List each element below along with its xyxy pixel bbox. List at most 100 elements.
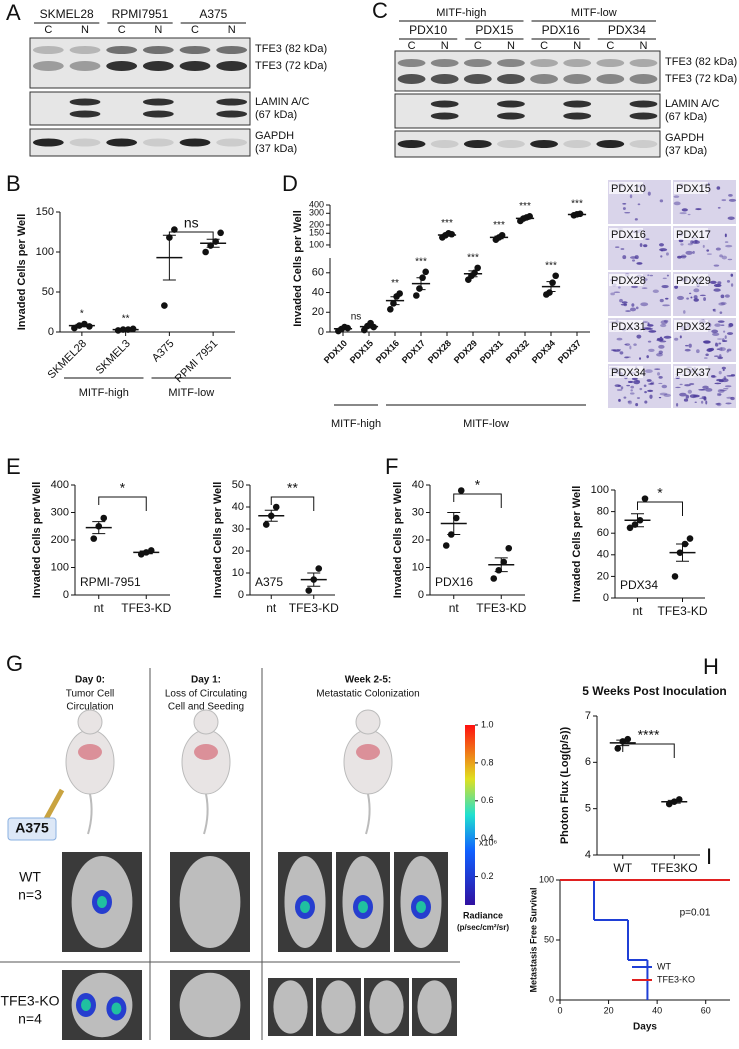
mouse-illustration bbox=[181, 729, 231, 795]
cell-stain bbox=[702, 244, 705, 248]
cell-stain bbox=[644, 278, 648, 281]
sample-label: PDX16 bbox=[435, 575, 473, 589]
cell-stain bbox=[681, 208, 688, 212]
cell-stain bbox=[675, 386, 681, 389]
cell-stain bbox=[728, 198, 737, 202]
data-point bbox=[171, 226, 178, 233]
mouse-body bbox=[417, 980, 452, 1034]
data-point bbox=[641, 495, 649, 502]
cell-stain bbox=[728, 323, 734, 327]
blot-band bbox=[216, 110, 248, 118]
cell-stain bbox=[629, 256, 637, 259]
band-label: TFE3 (82 kDa) bbox=[665, 56, 737, 68]
y-tick-label: 40 bbox=[597, 549, 609, 561]
cell-stain bbox=[616, 348, 622, 351]
cell-stain bbox=[662, 304, 670, 307]
blot-group-label: PDX34 bbox=[608, 23, 646, 37]
blot-band bbox=[463, 140, 492, 148]
y-tick-label: 0 bbox=[603, 592, 609, 604]
cell-stain bbox=[709, 280, 717, 285]
cell-stain bbox=[730, 283, 734, 287]
blot-band bbox=[629, 59, 658, 67]
error-bar bbox=[307, 572, 321, 587]
blot-band bbox=[397, 59, 426, 67]
cell-stain bbox=[721, 199, 727, 202]
data-point bbox=[626, 524, 634, 532]
stage-title: Day 1: bbox=[191, 675, 221, 686]
cell-stain bbox=[723, 330, 726, 333]
y-tick-label: 0 bbox=[318, 326, 324, 338]
cell-stain bbox=[680, 254, 687, 259]
y-axis-label: Invaded Cells per Well bbox=[16, 214, 28, 331]
blot-band bbox=[142, 61, 174, 71]
micrograph-label: PDX31 bbox=[611, 321, 646, 333]
cell-stain bbox=[649, 394, 653, 399]
x-axis-label: Days bbox=[633, 1022, 657, 1033]
blot-band bbox=[497, 100, 525, 108]
cell-stain bbox=[679, 212, 687, 215]
band-label: GAPDH bbox=[665, 132, 704, 144]
error-bar bbox=[264, 509, 278, 522]
lane-label: C bbox=[540, 40, 548, 52]
cell-stain bbox=[660, 249, 664, 252]
panel-letter: F bbox=[385, 454, 398, 479]
significance: *** bbox=[545, 260, 557, 271]
y-axis-label: Invaded Cells per Well bbox=[571, 486, 583, 603]
data-point bbox=[474, 264, 481, 272]
cell-stain bbox=[622, 207, 626, 210]
y-axis-label: Invaded Cells per Well bbox=[392, 482, 404, 599]
blot-band bbox=[32, 46, 64, 54]
micrograph-label: PDX32 bbox=[676, 321, 711, 333]
colorbar-scale: x10⁶ bbox=[479, 837, 498, 847]
error-bar bbox=[390, 296, 400, 306]
cell-stain bbox=[635, 380, 641, 382]
error-bar bbox=[338, 327, 348, 331]
data-point bbox=[422, 268, 429, 276]
error-bar bbox=[572, 213, 582, 216]
x-tick-label: 60 bbox=[701, 1005, 711, 1015]
blot-band bbox=[69, 61, 101, 71]
cell-stain bbox=[721, 255, 728, 260]
cell-stain bbox=[643, 384, 647, 388]
micrograph-label: PDX37 bbox=[676, 367, 711, 379]
blot-band bbox=[430, 140, 459, 148]
cell-stain bbox=[716, 392, 722, 397]
cell-stain bbox=[698, 389, 706, 391]
lane-label: N bbox=[507, 40, 515, 52]
data-point bbox=[416, 285, 423, 292]
signal-core bbox=[97, 896, 107, 908]
cell-stain bbox=[639, 243, 643, 247]
data-point bbox=[161, 302, 168, 309]
blot-band bbox=[563, 74, 592, 84]
micrograph-label: PDX17 bbox=[676, 229, 711, 241]
data-point bbox=[272, 503, 280, 511]
cell-stain bbox=[720, 301, 727, 305]
y-tick-label: 150 bbox=[309, 228, 324, 238]
cell-stain bbox=[692, 240, 700, 245]
cell-stain bbox=[715, 342, 718, 345]
colorbar-tick-label: 0.6 bbox=[481, 795, 494, 805]
data-point bbox=[442, 542, 450, 549]
cell-stain bbox=[647, 274, 650, 277]
cell-stain bbox=[713, 308, 717, 313]
y-tick-label: 300 bbox=[51, 506, 69, 518]
panel-letter: E bbox=[6, 454, 21, 479]
significance: ** bbox=[122, 313, 130, 324]
cell-stain bbox=[719, 311, 723, 314]
stage-title: Day 0: bbox=[75, 675, 105, 686]
cell-stain bbox=[722, 369, 725, 372]
micrograph-label-bg bbox=[609, 366, 643, 378]
cell-stain bbox=[717, 281, 722, 285]
cell-stain bbox=[716, 378, 723, 382]
cell-stain bbox=[715, 247, 721, 251]
stage-text: Metastatic Colonization bbox=[316, 689, 419, 700]
cell-stain bbox=[702, 385, 709, 389]
cell-stain bbox=[635, 306, 639, 310]
cell-stain bbox=[722, 340, 728, 342]
x-tick-label: 40 bbox=[652, 1005, 662, 1015]
cell-stain bbox=[644, 400, 648, 404]
data-point bbox=[100, 514, 108, 522]
cell-stain bbox=[686, 297, 689, 300]
micrograph-label: PDX34 bbox=[611, 367, 646, 379]
cell-stain bbox=[619, 298, 623, 303]
